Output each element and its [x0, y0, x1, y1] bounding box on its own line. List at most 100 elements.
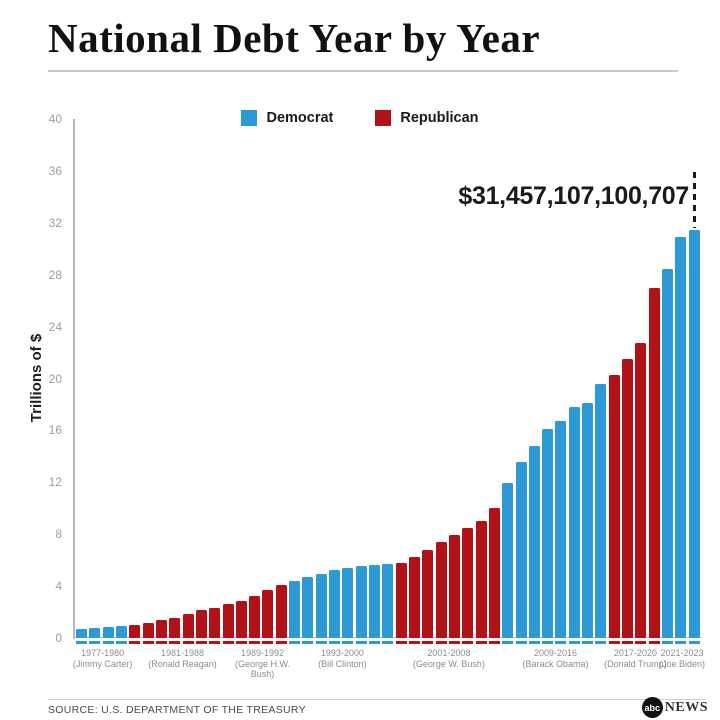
term-years: 1977-1980 — [81, 648, 125, 658]
debt-bar — [542, 429, 554, 638]
debt-bar — [408, 557, 420, 638]
bar-axis-tick — [408, 641, 420, 644]
debt-bar — [302, 577, 314, 638]
y-tick-label: 24 — [48, 319, 62, 334]
legend-label-democrat: Democrat — [266, 110, 334, 126]
legend-label-republican: Republican — [400, 110, 479, 126]
y-tick-label: 40 — [48, 112, 62, 126]
bar-axis-tick — [688, 641, 700, 644]
debt-bar — [555, 420, 567, 638]
y-tick-label: 12 — [48, 475, 62, 490]
democrat-swatch-icon — [241, 110, 258, 126]
chart-legend: Democrat Republican — [0, 110, 720, 126]
x-group-label: 2017-2020 (Donald Trump) — [603, 648, 668, 669]
bar-axis-tick — [515, 641, 527, 644]
term-years: 2017-2020 — [613, 648, 657, 658]
debt-total-annotation: $31,457,107,100,707 — [458, 182, 689, 210]
debt-bar — [422, 550, 434, 638]
bar-axis-tick — [582, 641, 594, 644]
debt-bar — [462, 527, 474, 638]
source-credit: SOURCE: U.S. DEPARTMENT OF THE TREASURY — [48, 704, 306, 716]
y-tick-label: 4 — [55, 579, 62, 594]
legend-item-democrat: Democrat — [241, 110, 333, 126]
bar-axis-tick — [262, 641, 274, 644]
bar-axis-tick — [448, 641, 460, 644]
term-years: 1981-1988 — [161, 648, 205, 658]
bar-axis-tick — [555, 641, 567, 644]
debt-bar — [528, 446, 540, 638]
debt-bar — [382, 564, 394, 638]
abc-logo-icon: abc — [641, 697, 663, 718]
debt-bar — [688, 229, 700, 638]
x-group-label: 1989-1992 (George H.W. Bush) — [230, 648, 295, 680]
debt-bar — [648, 288, 660, 638]
x-group-label: 1981-1988 (Ronald Reagan) — [123, 648, 242, 669]
y-axis-line — [73, 119, 75, 639]
term-years: 2001-2008 — [427, 648, 471, 658]
debt-bar — [235, 600, 247, 638]
bar-axis-tick — [528, 641, 540, 644]
y-tick-label: 36 — [48, 163, 62, 178]
term-years: 1989-1992 — [240, 648, 284, 658]
debt-bar — [209, 607, 221, 638]
debt-bar — [262, 590, 274, 638]
debt-bar — [182, 614, 194, 638]
president-name: (Bill Clinton) — [318, 658, 367, 669]
annotation-dashed-line — [692, 172, 696, 228]
bar-axis-tick — [275, 641, 287, 644]
page-title: National Debt Year by Year — [48, 15, 541, 61]
debt-bar — [169, 617, 181, 638]
term-years: 2009-2016 — [533, 648, 577, 658]
bar-axis-tick — [648, 641, 660, 644]
debt-bar — [662, 269, 674, 638]
debt-bar — [342, 567, 354, 638]
bar-axis-tick — [462, 641, 474, 644]
y-tick-label: 0 — [55, 631, 62, 645]
debt-bar — [515, 462, 527, 638]
debt-bar — [222, 604, 234, 638]
bar-axis-tick — [142, 641, 154, 644]
bar-axis-tick — [235, 641, 247, 644]
x-group-label: 1977-1980 (Jimmy Carter) — [70, 648, 135, 669]
debt-bar — [369, 564, 381, 638]
bar-axis-tick — [502, 641, 514, 644]
bar-axis-tick — [289, 641, 301, 644]
debt-bar — [289, 580, 301, 638]
debt-bar — [249, 596, 261, 638]
bar-axis-tick — [395, 641, 407, 644]
debt-bar — [115, 626, 127, 638]
bar-axis-tick — [435, 641, 447, 644]
bar-axis-tick — [475, 641, 487, 644]
debt-bar — [395, 562, 407, 638]
bar-axis-tick — [608, 641, 620, 644]
y-tick-label: 32 — [48, 215, 62, 230]
bar-axis-tick — [222, 641, 234, 644]
debt-bar — [475, 521, 487, 638]
bar-axis-tick — [169, 641, 181, 644]
debt-bar — [448, 535, 460, 638]
debt-bar — [315, 573, 327, 638]
debt-bar — [635, 343, 647, 638]
debt-bar — [102, 627, 114, 638]
bar-axis-tick — [422, 641, 434, 644]
debt-bar — [76, 628, 87, 638]
debt-bar — [502, 483, 514, 638]
bar-axis-tick — [675, 641, 687, 644]
president-name: (George W. Bush) — [412, 658, 485, 669]
debt-bar — [595, 384, 607, 638]
bar-axis-tick — [89, 641, 101, 644]
bar-axis-tick — [115, 641, 127, 644]
bar-axis-tick — [488, 641, 500, 644]
term-years: 2021-2023 — [660, 648, 704, 658]
president-name: (George H.W. Bush) — [234, 658, 290, 680]
news-wordmark: NEWS — [664, 699, 708, 715]
bar-axis-tick — [342, 641, 354, 644]
bar-axis-tick — [355, 641, 367, 644]
legend-item-republican: Republican — [375, 110, 479, 126]
president-name: (Barack Obama) — [522, 658, 589, 669]
debt-bar — [355, 566, 367, 638]
debt-bar — [568, 406, 580, 638]
debt-bar — [608, 375, 620, 638]
bar-axis-tick — [102, 641, 114, 644]
